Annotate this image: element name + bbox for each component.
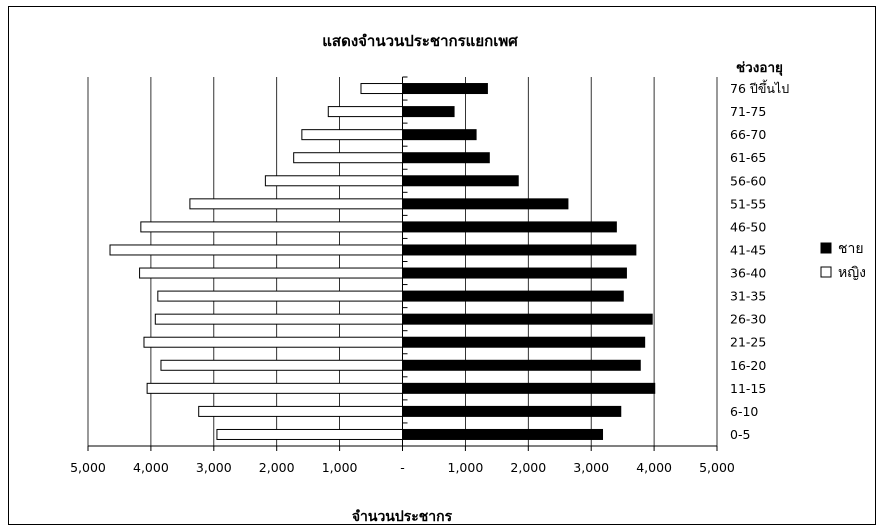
bar-female-26-30 bbox=[154, 313, 403, 325]
x-tick-label: 2,000 bbox=[510, 460, 546, 475]
bar-male-41-45 bbox=[402, 244, 637, 256]
chart-title: แสดงจำนวนประชากรแยกเพศ bbox=[322, 32, 518, 50]
x-tick-label: 4,000 bbox=[636, 460, 672, 475]
x-tick-label: 5,000 bbox=[699, 460, 735, 475]
x-tick-label: 2,000 bbox=[259, 460, 295, 475]
bar-male-76 ปีขึ้นไป bbox=[402, 83, 488, 95]
bar-male-46-50 bbox=[402, 221, 617, 233]
bar-male-51-55 bbox=[402, 198, 569, 210]
bar-female-36-40 bbox=[139, 267, 403, 279]
bar-male-21-25 bbox=[402, 336, 646, 348]
bar-male-71-75 bbox=[402, 106, 455, 118]
x-tick-label: 5,000 bbox=[70, 460, 106, 475]
category-label: 51-55 bbox=[730, 196, 766, 211]
bar-male-36-40 bbox=[402, 267, 627, 279]
category-label: 36-40 bbox=[730, 266, 766, 281]
x-tick-labels: 5,000 4,000 3,000 2,000 1,000 - 1,000 2,000 3,00… bbox=[70, 460, 735, 475]
bar-male-61-65 bbox=[402, 152, 490, 164]
bar-female-46-50 bbox=[140, 221, 403, 233]
category-label: 31-35 bbox=[730, 289, 766, 304]
bar-female-0-5 bbox=[216, 428, 403, 440]
category-label: 0-5 bbox=[730, 427, 750, 442]
category-label: 6-10 bbox=[730, 404, 758, 419]
legend-label-female: หญิง bbox=[838, 265, 866, 281]
category-label: 76 ปีขึ้นไป bbox=[730, 79, 789, 96]
category-label: 71-75 bbox=[730, 104, 766, 119]
x-tick-label: 3,000 bbox=[196, 460, 232, 475]
category-labels: 0-5 6-10 11-15 16-20 21-25 26-30 31-35 36-40 41-… bbox=[730, 79, 789, 442]
bar-female-21-25 bbox=[143, 336, 404, 348]
category-label: 26-30 bbox=[730, 312, 766, 327]
legend: ชาย หญิง bbox=[820, 241, 866, 281]
bar-male-0-5 bbox=[402, 428, 604, 440]
bar-female-11-15 bbox=[146, 382, 403, 394]
category-label: 61-65 bbox=[730, 150, 766, 165]
x-tick-label: 3,000 bbox=[573, 460, 609, 475]
axes bbox=[87, 76, 718, 451]
category-label: 16-20 bbox=[730, 358, 766, 373]
x-axis-label: จำนวนประชากร bbox=[352, 509, 453, 525]
legend-swatch-female bbox=[820, 266, 832, 278]
bar-female-76 ปีขึ้นไป bbox=[360, 83, 403, 95]
bar-male-26-30 bbox=[402, 313, 653, 325]
x-tick-label: 4,000 bbox=[133, 460, 169, 475]
bar-female-61-65 bbox=[293, 152, 404, 164]
bar-female-16-20 bbox=[160, 359, 403, 371]
bar-female-66-70 bbox=[301, 129, 403, 141]
category-label: 46-50 bbox=[730, 219, 766, 234]
x-tick-label: 1,000 bbox=[448, 460, 484, 475]
bar-female-6-10 bbox=[198, 405, 403, 417]
category-label: 21-25 bbox=[730, 335, 766, 350]
bar-female-56-60 bbox=[264, 175, 403, 187]
category-label: 56-60 bbox=[730, 173, 766, 188]
bars bbox=[109, 83, 656, 440]
x-tick-label: 1,000 bbox=[322, 460, 358, 475]
bar-male-6-10 bbox=[402, 405, 622, 417]
age-axis-title: ช่วงอายุ bbox=[736, 60, 783, 76]
legend-swatch-male bbox=[820, 242, 832, 254]
legend-label-male: ชาย bbox=[838, 241, 864, 257]
bar-male-66-70 bbox=[402, 129, 477, 141]
category-label: 11-15 bbox=[730, 381, 766, 396]
bar-male-11-15 bbox=[402, 382, 656, 394]
bar-female-51-55 bbox=[189, 198, 403, 210]
bar-male-16-20 bbox=[402, 359, 641, 371]
bar-male-56-60 bbox=[402, 175, 519, 187]
bar-male-31-35 bbox=[402, 290, 624, 302]
category-label: 66-70 bbox=[730, 127, 766, 142]
x-tick-label: - bbox=[400, 460, 405, 475]
category-label: 41-45 bbox=[730, 242, 766, 257]
bar-female-41-45 bbox=[109, 244, 403, 256]
bar-female-71-75 bbox=[327, 106, 404, 118]
bar-female-31-35 bbox=[157, 290, 403, 302]
